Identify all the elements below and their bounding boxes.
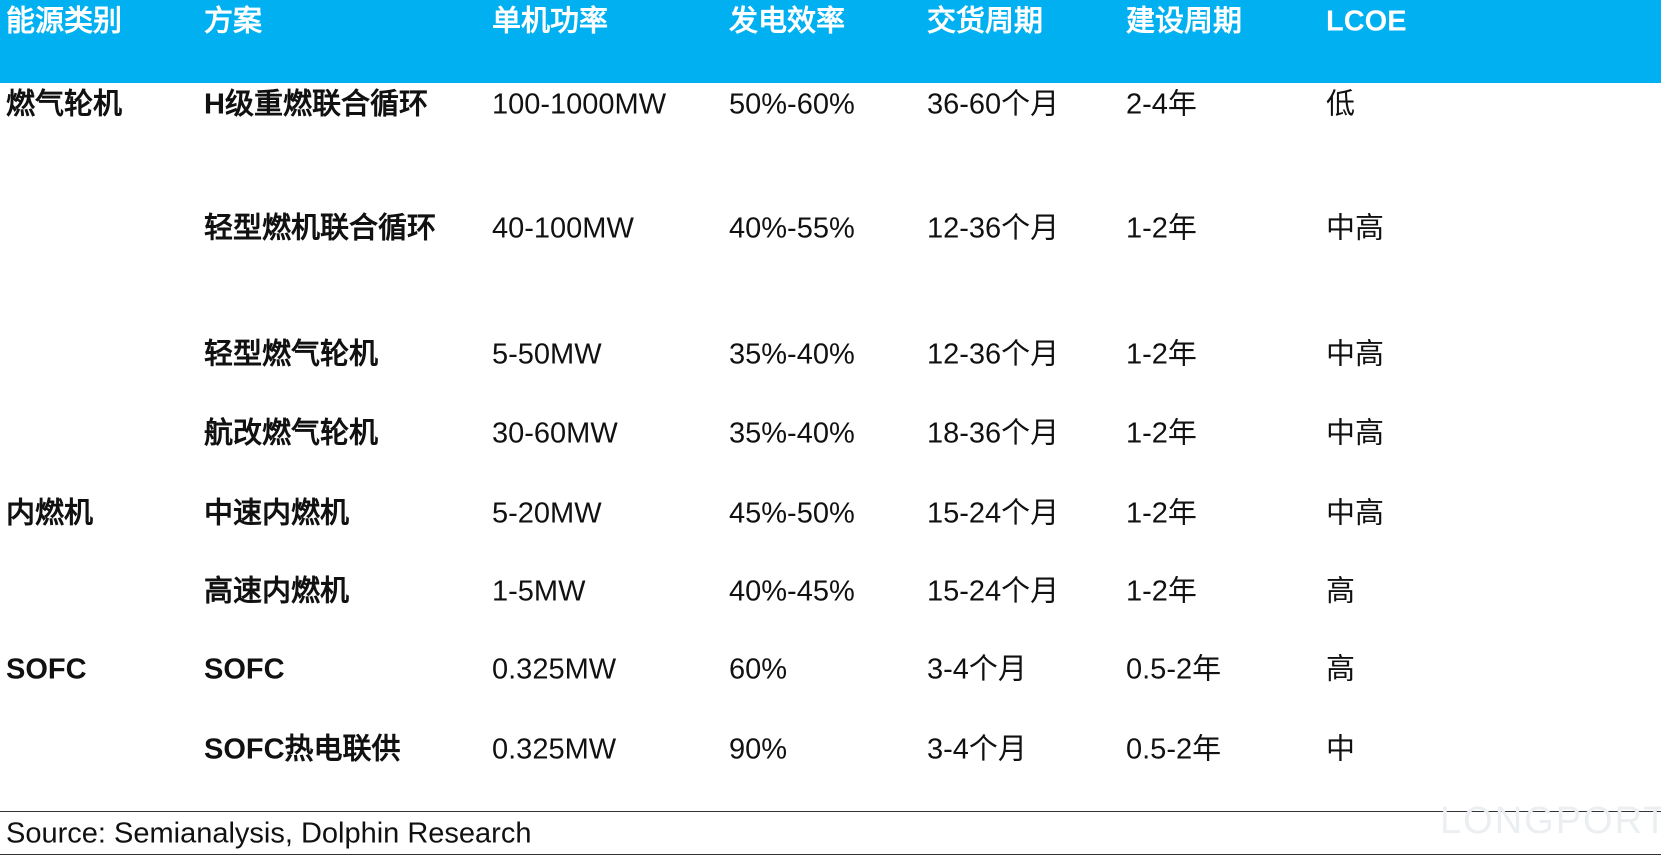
data-cell: 40%-55% — [729, 212, 855, 245]
data-cell: 1-2年 — [1126, 338, 1197, 371]
data-cell: 高 — [1326, 575, 1356, 608]
data-cell: 2-4年 — [1126, 88, 1197, 121]
watermark: LONGPORT — [1440, 800, 1661, 842]
data-cell: 15-24个月 — [927, 497, 1060, 530]
data-cell: 1-2年 — [1126, 575, 1197, 608]
data-cell: 5-20MW — [492, 497, 602, 530]
data-cell: 45%-50% — [729, 497, 855, 530]
data-cell: 0.325MW — [492, 653, 617, 686]
header-cell: 单机功率 — [492, 5, 609, 38]
scheme-cell: SOFC热电联供 — [204, 733, 401, 766]
category-cell: SOFC — [6, 653, 87, 686]
data-cell: 1-2年 — [1126, 212, 1197, 245]
data-cell: 90% — [729, 733, 788, 766]
data-cell: 1-2年 — [1126, 417, 1197, 450]
data-cell: 36-60个月 — [927, 88, 1060, 121]
data-cell: 15-24个月 — [927, 575, 1060, 608]
data-cell: 40%-45% — [729, 575, 855, 608]
header-cell: 发电效率 — [729, 5, 846, 38]
data-cell: 12-36个月 — [927, 338, 1060, 371]
scheme-cell: SOFC — [204, 653, 285, 686]
category-cell: 内燃机 — [6, 497, 94, 530]
scheme-cell: H级重燃联合循环 — [204, 88, 428, 121]
header-band — [0, 0, 1661, 83]
data-cell: 1-2年 — [1126, 497, 1197, 530]
scheme-cell: 航改燃气轮机 — [204, 417, 379, 450]
rule-top — [0, 811, 1661, 812]
source-note: Source: Semianalysis, Dolphin Research — [6, 817, 532, 850]
data-cell: 中 — [1326, 733, 1356, 766]
data-cell: 50%-60% — [729, 88, 855, 121]
data-cell: 3-4个月 — [927, 733, 1027, 766]
data-cell: 中高 — [1326, 212, 1385, 245]
scheme-cell: 中速内燃机 — [204, 497, 350, 530]
category-cell: 燃气轮机 — [6, 88, 123, 121]
data-cell: 35%-40% — [729, 338, 855, 371]
data-cell: 高 — [1326, 653, 1356, 686]
data-cell: 18-36个月 — [927, 417, 1060, 450]
data-cell: 0.5-2年 — [1126, 733, 1222, 766]
scheme-cell: 高速内燃机 — [204, 575, 350, 608]
data-cell: 12-36个月 — [927, 212, 1060, 245]
header-cell: LCOE — [1326, 5, 1407, 38]
data-cell: 35%-40% — [729, 417, 855, 450]
rule-bottom — [0, 854, 1661, 855]
header-cell: 交货周期 — [927, 5, 1044, 38]
data-cell: 中高 — [1326, 497, 1385, 530]
header-cell: 建设周期 — [1126, 5, 1243, 38]
data-cell: 30-60MW — [492, 417, 618, 450]
data-cell: 3-4个月 — [927, 653, 1027, 686]
data-cell: 中高 — [1326, 338, 1385, 371]
data-cell: 中高 — [1326, 417, 1385, 450]
data-cell: 5-50MW — [492, 338, 602, 371]
data-cell: 0.5-2年 — [1126, 653, 1222, 686]
data-cell: 0.325MW — [492, 733, 617, 766]
data-cell: 40-100MW — [492, 212, 634, 245]
data-cell: 低 — [1326, 88, 1356, 121]
data-cell: 100-1000MW — [492, 88, 667, 121]
header-cell: 能源类别 — [6, 5, 123, 38]
scheme-cell: 轻型燃气轮机 — [204, 338, 379, 371]
scheme-cell: 轻型燃机联合循环 — [204, 212, 437, 245]
header-cell: 方案 — [204, 5, 263, 38]
data-cell: 1-5MW — [492, 575, 586, 608]
data-cell: 60% — [729, 653, 788, 686]
